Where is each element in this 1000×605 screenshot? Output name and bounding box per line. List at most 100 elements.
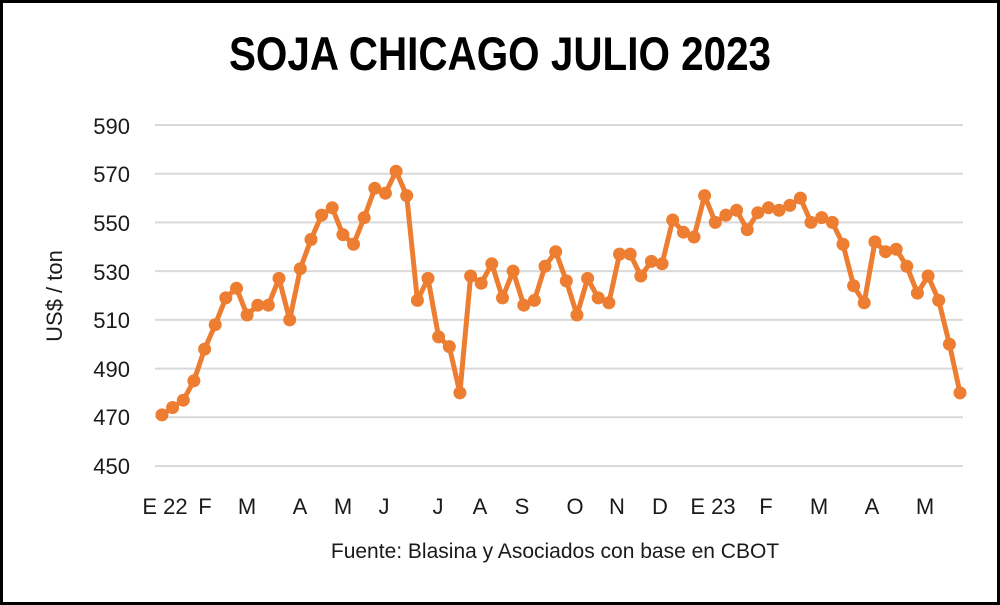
data-point <box>730 203 744 217</box>
data-point <box>549 245 563 259</box>
data-point <box>336 228 350 242</box>
data-point <box>400 189 414 203</box>
y-tick: 530 <box>93 260 130 285</box>
data-point <box>815 211 829 225</box>
data-point <box>953 386 967 400</box>
data-point <box>442 340 456 354</box>
data-point <box>591 291 605 305</box>
source-note: Fuente: Blasina y Asociados con base en … <box>330 540 780 563</box>
data-point <box>325 201 339 215</box>
data-point <box>932 293 946 307</box>
y-tick: 550 <box>93 211 130 236</box>
data-point <box>655 257 669 271</box>
y-tick: 590 <box>93 114 130 139</box>
data-point <box>581 271 595 285</box>
data-point <box>910 286 924 300</box>
data-point <box>538 259 552 273</box>
data-point <box>793 191 807 205</box>
data-point <box>676 225 690 239</box>
data-point <box>900 259 914 273</box>
data-point <box>879 245 892 259</box>
data-point <box>293 262 307 276</box>
data-point <box>506 264 520 278</box>
data-point <box>357 211 371 225</box>
data-point <box>208 318 222 332</box>
x-tick: J <box>432 494 444 519</box>
data-point <box>762 201 775 215</box>
x-tick: A <box>864 494 880 519</box>
y-tick: 470 <box>93 405 130 430</box>
data-point <box>219 291 233 305</box>
data-point <box>283 313 297 327</box>
chart-title: SOJA CHICAGO JULIO 2023 <box>228 27 772 80</box>
data-point <box>155 408 169 422</box>
y-tick: 510 <box>93 308 130 333</box>
data-point <box>198 342 212 356</box>
data-point <box>166 401 180 414</box>
data-point <box>708 215 722 229</box>
y-tick: 490 <box>93 357 130 382</box>
data-point <box>687 230 701 244</box>
data-point <box>740 223 754 237</box>
data-point <box>304 233 318 246</box>
data-point <box>230 281 243 295</box>
x-tick: O <box>566 494 584 519</box>
x-tick: F <box>759 494 773 519</box>
y-tick: 450 <box>93 454 130 479</box>
data-point <box>474 276 488 290</box>
data-point <box>517 298 531 312</box>
data-point <box>825 215 839 229</box>
data-point <box>772 203 786 217</box>
data-point <box>378 186 392 200</box>
data-point <box>368 181 382 195</box>
x-tick: M <box>333 494 353 519</box>
x-tick: J <box>378 494 390 519</box>
data-point <box>410 293 424 307</box>
data-point <box>613 247 626 261</box>
x-tick: M <box>809 494 829 519</box>
x-tick: F <box>198 494 212 519</box>
data-point <box>261 298 275 312</box>
y-tick: 570 <box>93 162 130 187</box>
data-point <box>889 242 903 256</box>
data-point <box>623 247 637 261</box>
data-point <box>570 308 584 322</box>
price-line <box>159 168 963 418</box>
data-point <box>421 271 435 285</box>
data-point <box>432 330 446 344</box>
gridlines <box>155 124 963 467</box>
x-tick: M <box>915 494 935 519</box>
x-tick: E 23 <box>690 494 736 519</box>
data-point <box>389 164 403 178</box>
data-point <box>453 386 467 400</box>
data-point <box>240 308 254 322</box>
data-point <box>666 213 680 227</box>
x-tick: M <box>237 494 257 519</box>
data-point <box>644 254 658 268</box>
data-markers <box>155 164 967 422</box>
x-tick: D <box>652 494 668 519</box>
data-point <box>347 237 360 251</box>
data-point <box>942 337 956 351</box>
data-point <box>847 279 861 293</box>
data-point <box>836 237 850 251</box>
data-point <box>272 271 286 285</box>
data-point <box>251 298 265 312</box>
data-point <box>187 374 201 388</box>
data-point <box>527 293 541 307</box>
data-point <box>783 198 797 212</box>
data-point <box>602 296 616 310</box>
data-point <box>176 393 190 407</box>
x-tick: N <box>609 494 625 519</box>
data-point <box>719 208 733 222</box>
x-tick: A <box>472 494 488 519</box>
data-point <box>857 296 871 310</box>
data-point <box>921 269 935 283</box>
data-point <box>751 206 765 220</box>
data-point <box>804 215 818 229</box>
data-point <box>868 235 882 249</box>
x-tick: S <box>514 494 530 519</box>
data-point <box>315 208 329 222</box>
x-tick: E 22 <box>142 494 188 519</box>
